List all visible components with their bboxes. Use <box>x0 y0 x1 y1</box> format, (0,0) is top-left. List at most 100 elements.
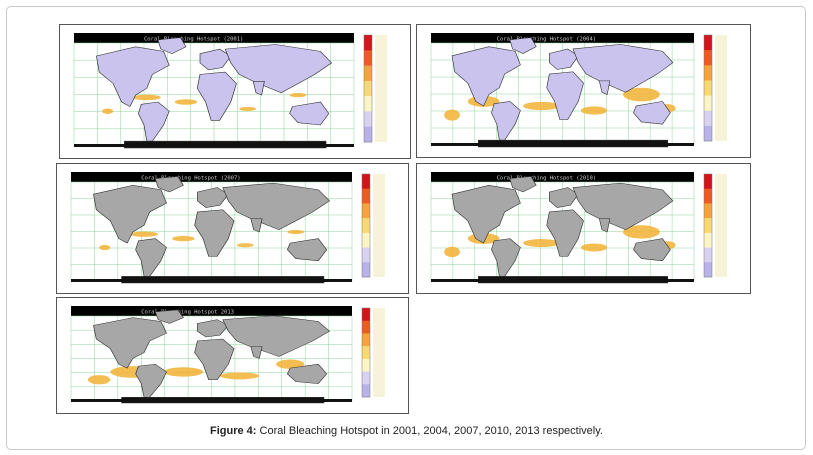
colorbar-segment <box>704 35 712 51</box>
hotspot-region <box>87 375 111 385</box>
continent-africa <box>546 209 584 257</box>
continent-europe <box>197 319 229 338</box>
continent-greenland <box>157 37 187 55</box>
colorbar-segment <box>362 384 370 398</box>
colorbar-segment <box>362 218 370 234</box>
hotspot-region <box>102 108 114 114</box>
caption-label: Figure 4: <box>210 425 257 437</box>
colorbar-segment <box>362 320 370 334</box>
continent-australia <box>289 101 330 126</box>
colorbar-segment <box>362 247 370 263</box>
map-header-bar <box>74 33 354 43</box>
colorbar-frame <box>703 173 713 278</box>
map-panel-2010: Coral Bleaching Hotspot (2010) <box>416 163 751 294</box>
hotspot-region <box>523 239 560 248</box>
hotspot-region <box>622 87 660 102</box>
continent-greenland <box>509 37 537 54</box>
colorbar-segment <box>704 65 712 81</box>
colorbar-frame <box>363 34 373 143</box>
colorbar-segment <box>704 232 712 248</box>
continent-india <box>598 218 611 233</box>
colorbar-segment <box>364 111 372 128</box>
continent-north-america <box>96 46 170 108</box>
colorbar-segment <box>704 218 712 234</box>
map-bottom-band <box>71 279 352 282</box>
colorbar-segment <box>364 126 372 143</box>
continent-india <box>252 81 265 96</box>
continent-asia <box>572 44 674 93</box>
map-header-bar <box>431 33 694 43</box>
hotspot-region <box>174 99 198 105</box>
colorbar-segment <box>362 371 370 385</box>
hotspot-region <box>239 106 256 111</box>
continent-greenland <box>154 176 184 193</box>
continent-asia <box>222 315 331 357</box>
colorbar-segment <box>362 262 370 278</box>
colorbar-segment <box>362 308 370 322</box>
hotspot-region <box>276 359 305 369</box>
map-header-bar <box>71 306 352 316</box>
colorbar-segment <box>704 95 712 112</box>
continent-europe <box>549 187 579 208</box>
map-svg: Coral Bleaching Hotspot (2010) <box>430 172 727 284</box>
continent-greenland <box>509 176 537 193</box>
hotspot-region <box>523 101 560 111</box>
hotspot-region <box>132 94 161 101</box>
continent-australia <box>286 363 328 384</box>
continent-north-america <box>93 317 167 369</box>
hotspot-region <box>580 106 608 115</box>
continent-africa <box>546 71 584 120</box>
colorbar-segment <box>362 346 370 360</box>
continent-europe <box>197 187 229 208</box>
colorbar-segment <box>704 174 712 190</box>
map-header-bar <box>71 172 352 182</box>
colorbar-legend-strip <box>715 174 727 277</box>
hotspot-region <box>444 109 460 121</box>
map-svg: Coral Bleaching Hotspot (2004) <box>430 33 727 148</box>
continent-asia <box>222 182 331 231</box>
colorbar-frame <box>703 34 713 142</box>
map-title: Coral Bleaching Hotspot (2007) <box>141 176 240 182</box>
colorbar-segment <box>364 35 372 51</box>
colorbar-segment <box>362 232 370 248</box>
colorbar-segment <box>704 203 712 219</box>
colorbar-frame <box>361 173 371 278</box>
hotspot-region <box>236 243 254 248</box>
map-title: Coral Bleaching Hotspot (2004) <box>497 37 596 43</box>
continent-europe <box>549 48 579 70</box>
colorbar-segment <box>362 203 370 219</box>
colorbar-segment <box>704 50 712 66</box>
continent-australia <box>286 238 328 262</box>
colorbar-legend-strip <box>715 35 727 141</box>
map-panel-2013: Coral Bleaching Hotspot 2013 <box>56 297 409 414</box>
continent-africa <box>194 338 235 380</box>
map-bottom-band <box>71 399 352 402</box>
hotspot-region <box>219 372 260 380</box>
map-panel-2004: Coral Bleaching Hotspot (2004) <box>416 24 751 158</box>
colorbar-segment <box>704 188 712 204</box>
continent-north-america <box>93 185 167 244</box>
colorbar-legend-strip <box>375 35 387 142</box>
colorbar-segment <box>362 174 370 190</box>
colorbar-frame <box>361 307 371 398</box>
continent-india <box>598 80 611 95</box>
colorbar-segment <box>362 188 370 204</box>
map-title: Coral Bleaching Hotspot (2010) <box>497 176 596 182</box>
continent-australia <box>633 101 671 125</box>
colorbar-segment <box>364 50 372 66</box>
map-bottom-band <box>74 144 354 147</box>
continent-greenland <box>154 309 184 324</box>
map-svg: Coral Bleaching Hotspot (2007) <box>70 172 385 284</box>
continents <box>96 37 333 149</box>
map-bottom-band <box>431 143 694 146</box>
hotspot-region <box>130 231 159 237</box>
colorbar-segment <box>704 247 712 263</box>
continent-india <box>250 346 263 359</box>
continent-africa <box>194 209 235 257</box>
colorbar-segment <box>364 80 372 97</box>
hotspot-region <box>287 229 305 234</box>
hotspot-region <box>289 93 307 98</box>
continent-africa <box>196 71 237 121</box>
continent-india <box>250 218 263 233</box>
colorbar-segment <box>704 110 712 127</box>
